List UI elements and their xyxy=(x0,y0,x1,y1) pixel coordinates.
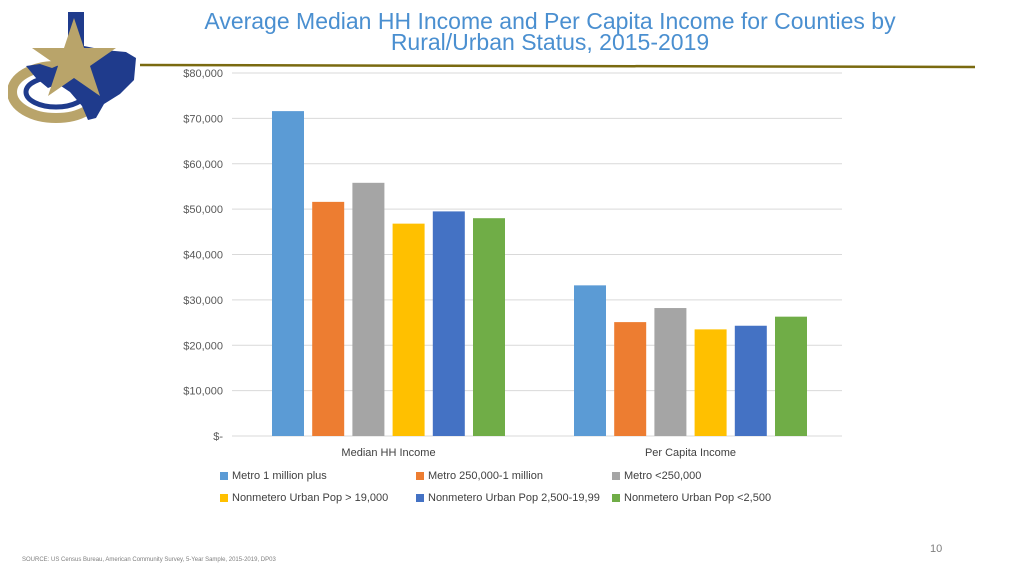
legend-label: Metro 1 million plus xyxy=(232,470,327,482)
bar-1-1 xyxy=(614,322,647,436)
legend-swatch xyxy=(416,494,424,502)
bar-5-0 xyxy=(473,218,505,436)
bar-0-1 xyxy=(574,285,606,436)
bar-chart: $- $10,000 $20,000 $30,000 $40,000 $50,000 $60… xyxy=(183,68,842,459)
bar-1-0 xyxy=(312,201,345,436)
legend-swatch xyxy=(612,472,620,480)
bar-3-1 xyxy=(694,329,727,436)
legend-swatch xyxy=(220,472,228,480)
legend-item: Nonmetero Urban Pop 2,500-19,99 xyxy=(416,492,600,504)
legend-label: Nonmetero Urban Pop > 19,000 xyxy=(232,492,389,504)
logo-emblem xyxy=(8,12,136,123)
legend-item: Metro 250,000-1 million xyxy=(416,470,543,482)
y-tick-label: $60,000 xyxy=(183,159,223,171)
y-tick-label: $20,000 xyxy=(183,340,223,352)
page-number: 10 xyxy=(930,543,943,555)
y-tick-label: $70,000 xyxy=(183,113,223,125)
x-axis: Median HH Income Per Capita Income xyxy=(341,447,736,459)
bar-2-0 xyxy=(352,182,385,436)
chart-title-line-1: Average Median HH Income and Per Capita … xyxy=(204,8,896,34)
bar-4-1 xyxy=(734,325,767,436)
legend-label: Metro 250,000-1 million xyxy=(428,470,543,482)
chart-title-line-2: Rural/Urban Status, 2015-2019 xyxy=(390,29,710,55)
legend-item: Metro 1 million plus xyxy=(220,470,327,482)
x-category-label: Median HH Income xyxy=(341,447,435,459)
y-tick-label: $40,000 xyxy=(183,250,223,262)
legend-swatch xyxy=(416,472,424,480)
bar-0-0 xyxy=(272,111,304,437)
bar-3-0 xyxy=(392,223,425,436)
bar-2-1 xyxy=(654,308,687,436)
legend-item: Metro <250,000 xyxy=(612,470,701,482)
legend-label: Metro <250,000 xyxy=(624,470,702,482)
legend-item: Nonmetero Urban Pop > 19,000 xyxy=(220,492,388,504)
bars xyxy=(272,111,807,437)
y-tick-label: $30,000 xyxy=(183,295,223,307)
x-category-label: Per Capita Income xyxy=(645,447,736,459)
legend-swatch xyxy=(220,494,228,502)
legend-swatch xyxy=(612,494,620,502)
legend-item: Nonmetero Urban Pop <2,500 xyxy=(612,492,771,504)
y-tick-label: $10,000 xyxy=(183,386,223,398)
y-tick-label: $50,000 xyxy=(183,204,223,216)
y-axis: $- $10,000 $20,000 $30,000 $40,000 $50,000 $60… xyxy=(183,68,223,443)
y-tick-label: $- xyxy=(213,431,223,443)
bar-5-1 xyxy=(775,316,807,436)
legend-label: Nonmetero Urban Pop <2,500 xyxy=(624,492,772,504)
legend: Metro 1 million plus Metro 250,000-1 mill… xyxy=(220,470,820,514)
source-note: SOURCE: US Census Bureau, American Commu… xyxy=(22,557,276,563)
legend-label: Nonmetero Urban Pop 2,500-19,99 xyxy=(428,492,600,504)
star-icon xyxy=(32,18,116,96)
title-divider xyxy=(139,63,976,69)
y-tick-label: $80,000 xyxy=(183,68,223,80)
bar-4-0 xyxy=(432,211,465,436)
